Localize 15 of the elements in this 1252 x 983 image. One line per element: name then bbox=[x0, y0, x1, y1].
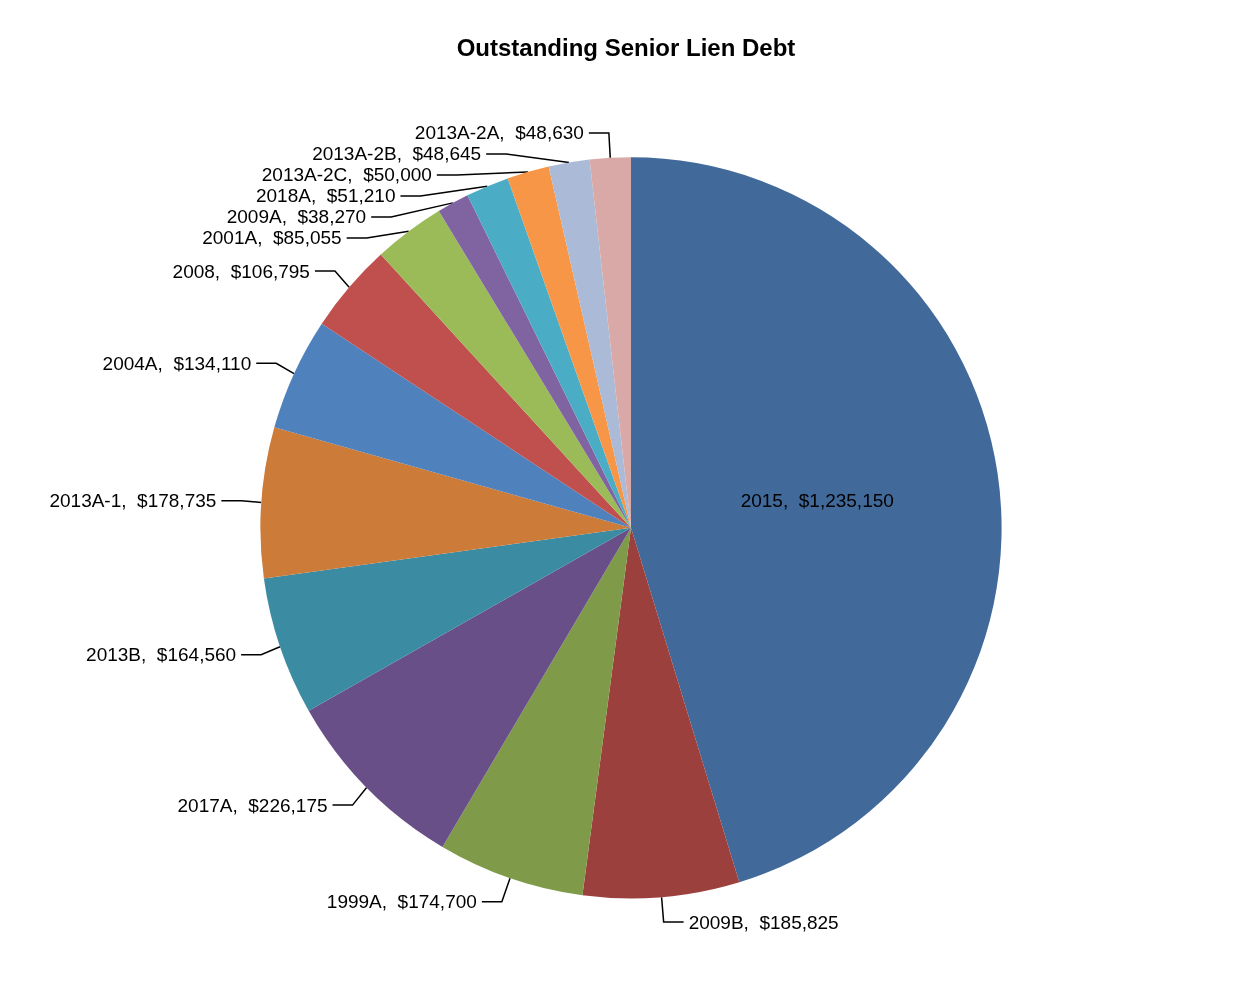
slice-label: 2013A-2B, $48,645 bbox=[312, 143, 482, 165]
slice-label: 2018A, $51,210 bbox=[255, 185, 396, 207]
slice-label: 1999A, $174,700 bbox=[326, 891, 477, 913]
slice-label: 2013A-2A, $48,630 bbox=[414, 122, 584, 144]
slice-label: 2015, $1,235,150 bbox=[740, 489, 894, 511]
slice-label: 2001A, $85,055 bbox=[202, 227, 342, 249]
slice-label: 2013A-1, $178,735 bbox=[49, 490, 217, 512]
slice-label: 2004A, $134,110 bbox=[102, 352, 252, 374]
chart-title: Outstanding Senior Lien Debt bbox=[456, 33, 796, 61]
slice-label: 2013A-2C, $50,000 bbox=[261, 164, 432, 186]
slice-label: 2008, $106,795 bbox=[172, 260, 310, 282]
slice-label: 2009B, $185,825 bbox=[688, 911, 839, 933]
slice-label: 2017A, $226,175 bbox=[177, 794, 328, 816]
slice-label: 2009A, $38,270 bbox=[226, 206, 367, 228]
slice-label: 2013B, $164,560 bbox=[86, 644, 237, 666]
